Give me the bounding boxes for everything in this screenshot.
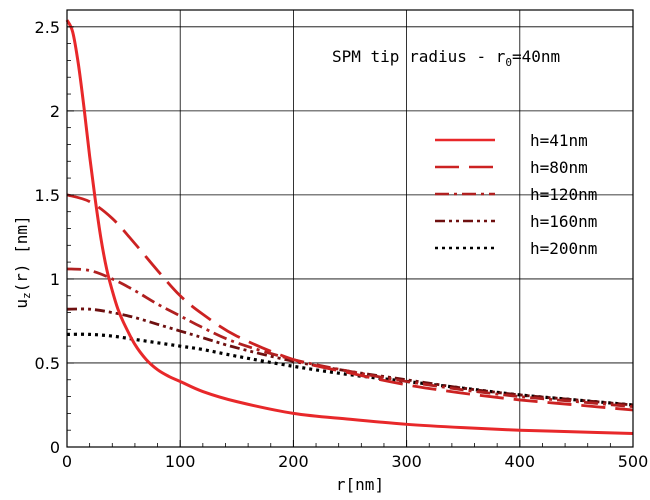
grid (67, 10, 633, 447)
y-tick-label: 0 (50, 438, 60, 457)
series-line-h-160nm (66, 307, 634, 407)
y-axis-label-prefix: u (12, 299, 31, 309)
y-axis-label-suffix: (r) [nm] (12, 215, 31, 292)
annotation-prefix: SPM tip radius - r (332, 47, 506, 66)
y-axis-label: uz(r) [nm] (12, 215, 33, 308)
series-line-h-80nm (66, 193, 634, 412)
y-tick-label: 2 (50, 102, 60, 121)
y-tick-label: 1.5 (35, 186, 60, 205)
legend-label: h=120nm (530, 185, 597, 204)
y-tick-label: 2.5 (35, 18, 60, 37)
tick-labels: 0 100 200 300 400 500 0 0.5 1 1.5 2 2.5 (35, 18, 649, 471)
legend-label: h=200nm (530, 239, 597, 258)
x-tick-label: 0 (62, 452, 72, 471)
x-tick-label: 400 (505, 452, 536, 471)
x-tick-label: 500 (618, 452, 649, 471)
annotation-subscript: 0 (505, 56, 512, 69)
annotation-suffix: =40nm (512, 47, 560, 66)
legend-label: h=80nm (530, 158, 588, 177)
series-group (65, 19, 634, 436)
ticks (66, 26, 634, 448)
x-tick-label: 100 (165, 452, 196, 471)
series-line-h-120nm (66, 267, 634, 409)
series-line-h-41nm (65, 19, 634, 436)
x-axis-label: r[nm] (336, 475, 384, 494)
legend-label: h=41nm (530, 131, 588, 150)
y-tick-label: 1 (50, 270, 60, 289)
y-tick-label: 0.5 (35, 354, 60, 373)
x-tick-label: 200 (278, 452, 309, 471)
legend: h=41nm h=80nm h=120nm h=160nm h=200nm (435, 131, 597, 258)
legend-label: h=160nm (530, 212, 597, 231)
x-tick-label: 300 (391, 452, 422, 471)
y-axis-label-subscript: z (20, 292, 33, 299)
annotation-text: SPM tip radius - r0=40nm (332, 47, 560, 69)
